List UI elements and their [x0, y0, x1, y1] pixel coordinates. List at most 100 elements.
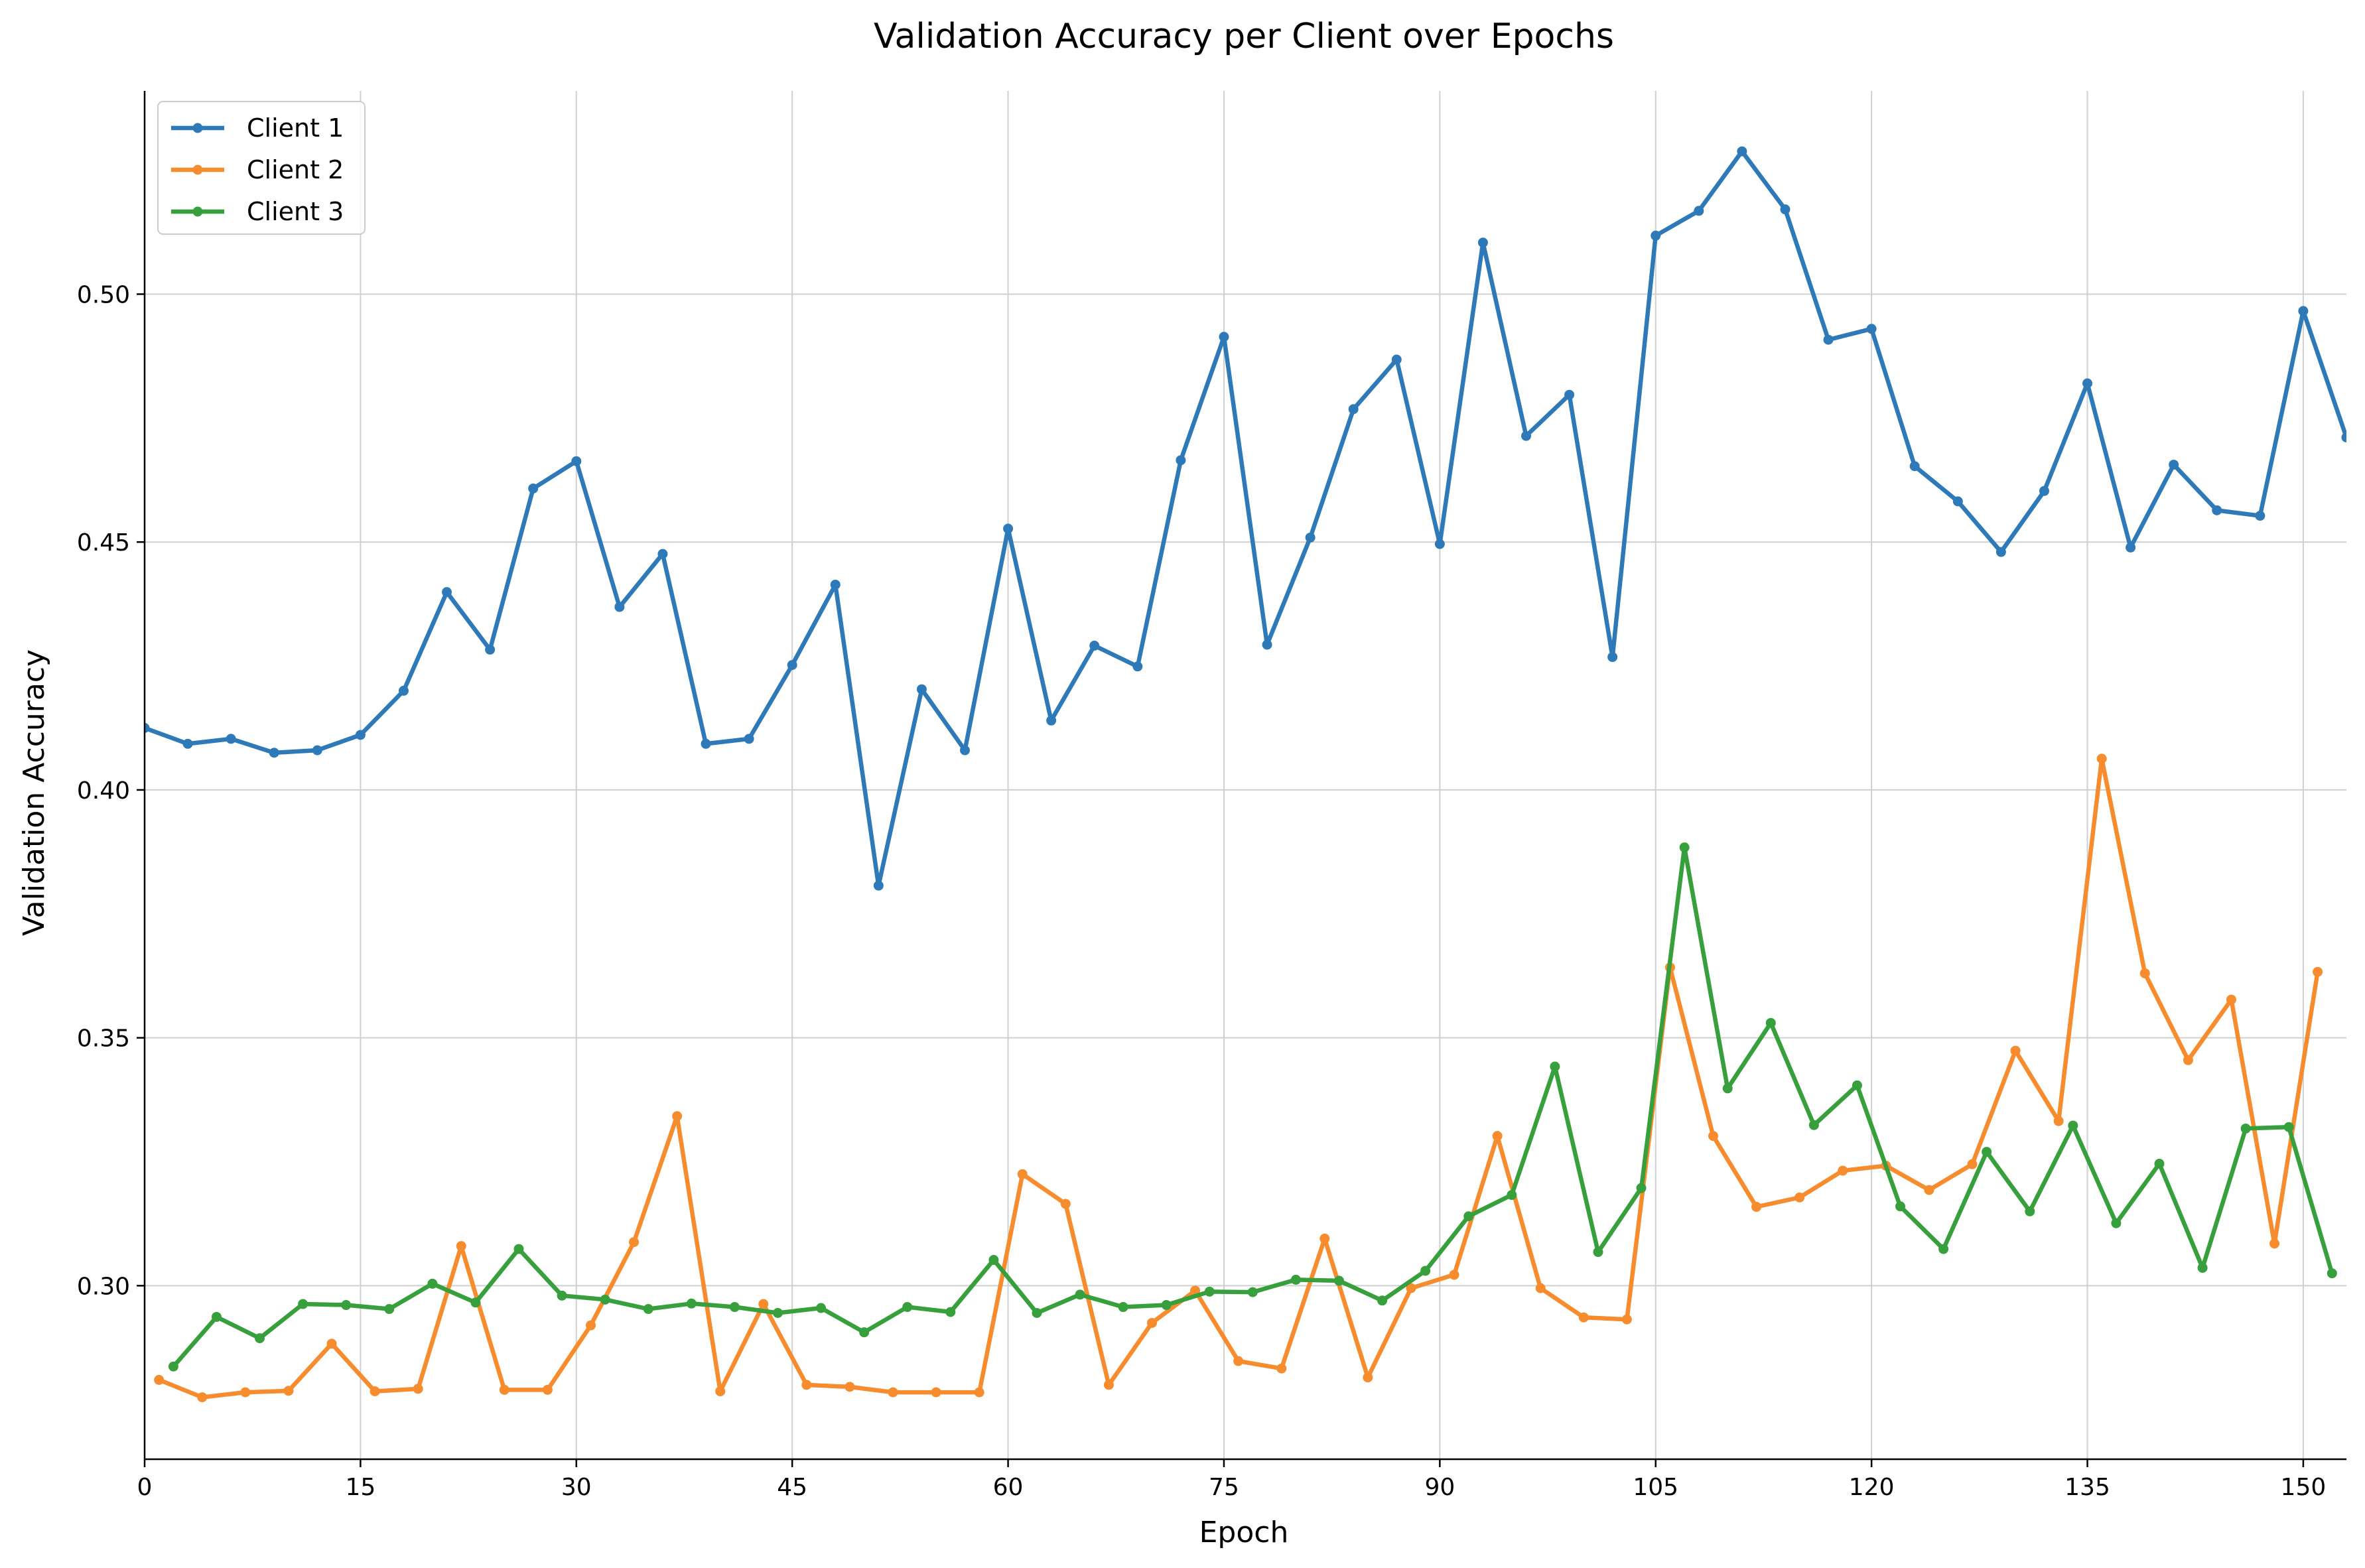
data-point — [1967, 1159, 1978, 1169]
data-point — [1233, 1356, 1244, 1366]
data-point — [542, 1384, 553, 1395]
y-tick-label: 0.45 — [77, 529, 130, 556]
data-point — [2255, 511, 2265, 521]
data-point — [413, 1384, 423, 1394]
data-point — [240, 1387, 251, 1398]
data-point — [1132, 661, 1143, 672]
data-point — [2269, 1238, 2280, 1249]
data-point — [1017, 1169, 1028, 1179]
data-point — [744, 734, 754, 744]
data-point — [801, 1380, 812, 1390]
data-point — [1607, 652, 1618, 663]
data-point — [1089, 640, 1100, 651]
data-point — [888, 1387, 898, 1398]
x-axis-label: Epoch — [1199, 1516, 1289, 1549]
data-point — [255, 1333, 265, 1344]
data-point — [1794, 1192, 1805, 1203]
data-point — [1118, 1302, 1128, 1313]
data-point — [1694, 206, 1704, 216]
data-point — [557, 1290, 567, 1301]
data-point — [1909, 461, 1920, 472]
data-point — [2212, 505, 2222, 515]
data-point — [1995, 547, 2006, 557]
data-point — [959, 745, 970, 755]
data-point — [974, 1387, 984, 1398]
data-point — [1492, 1131, 1503, 1142]
y-tick-label: 0.30 — [77, 1273, 130, 1300]
data-point — [2096, 753, 2107, 764]
series-line — [145, 149, 2346, 888]
data-point — [2341, 432, 2346, 442]
data-point — [1319, 1233, 1330, 1244]
data-point — [1477, 237, 1488, 248]
data-point — [1262, 639, 1272, 650]
data-point — [1550, 1061, 1560, 1072]
data-point — [2039, 486, 2049, 496]
data-point — [1247, 1287, 1258, 1297]
data-point — [1176, 455, 1186, 466]
data-point — [1737, 146, 1747, 157]
data-point — [672, 1111, 683, 1122]
data-point — [1334, 1275, 1345, 1286]
data-point — [1838, 1165, 1848, 1176]
data-point — [513, 1244, 524, 1254]
data-point — [657, 549, 668, 559]
data-point — [1420, 1266, 1431, 1276]
data-point — [2068, 1120, 2078, 1131]
data-point — [1535, 1283, 1546, 1293]
series-1 — [145, 146, 2346, 891]
data-point — [585, 1320, 596, 1331]
data-point — [2154, 1159, 2165, 1169]
data-point — [168, 1361, 178, 1372]
data-point — [182, 738, 193, 749]
data-point — [2183, 1055, 2193, 1065]
series-3 — [168, 842, 2337, 1372]
data-point — [1952, 496, 1963, 507]
data-point — [1679, 842, 1690, 853]
data-point — [614, 602, 625, 612]
data-point — [2111, 1218, 2122, 1228]
data-point — [629, 1237, 640, 1248]
tick-labels: 0 15 30 45 60 75 90 105 120 135 150 0.30 0.35 0.40 0.4… — [77, 281, 2326, 1501]
data-point — [1219, 332, 1229, 342]
data-point — [1765, 1017, 1776, 1028]
data-point — [1305, 532, 1316, 543]
data-point — [1507, 1190, 1517, 1201]
x-tick-label: 150 — [2281, 1474, 2327, 1501]
data-point — [643, 1304, 653, 1315]
data-point — [2025, 1206, 2035, 1216]
data-point — [1463, 1211, 1474, 1222]
data-point — [1377, 1295, 1388, 1306]
data-point — [2053, 1116, 2064, 1126]
data-point — [1982, 1147, 1992, 1157]
x-tick-label: 105 — [1633, 1474, 1678, 1501]
data-point — [442, 587, 452, 598]
x-tick-label: 45 — [777, 1474, 807, 1501]
axes — [137, 91, 2346, 1467]
data-point — [1722, 1083, 1733, 1094]
data-point — [1521, 430, 1532, 441]
data-point — [1823, 334, 1834, 345]
data-point — [456, 1241, 466, 1252]
data-point — [686, 1298, 697, 1309]
data-point — [1651, 230, 1661, 241]
data-point — [384, 1304, 395, 1315]
chart-title: Validation Accuracy per Client over Epoc… — [874, 17, 1614, 56]
data-point — [758, 1299, 769, 1309]
data-point — [298, 1299, 308, 1309]
data-point — [1449, 1270, 1459, 1280]
data-point — [1348, 404, 1359, 415]
legend-label: Client 1 — [247, 113, 344, 143]
x-tick-label: 0 — [137, 1474, 153, 1501]
data-point — [1032, 1307, 1042, 1318]
series-layer — [145, 146, 2346, 1403]
data-point — [1434, 539, 1445, 549]
data-point — [1564, 389, 1575, 400]
y-tick-label: 0.35 — [77, 1025, 130, 1053]
legend-item: Client 1 — [171, 113, 344, 143]
data-point — [470, 1297, 481, 1308]
data-point — [312, 745, 322, 755]
data-point — [2126, 542, 2136, 553]
data-point — [2298, 306, 2309, 316]
